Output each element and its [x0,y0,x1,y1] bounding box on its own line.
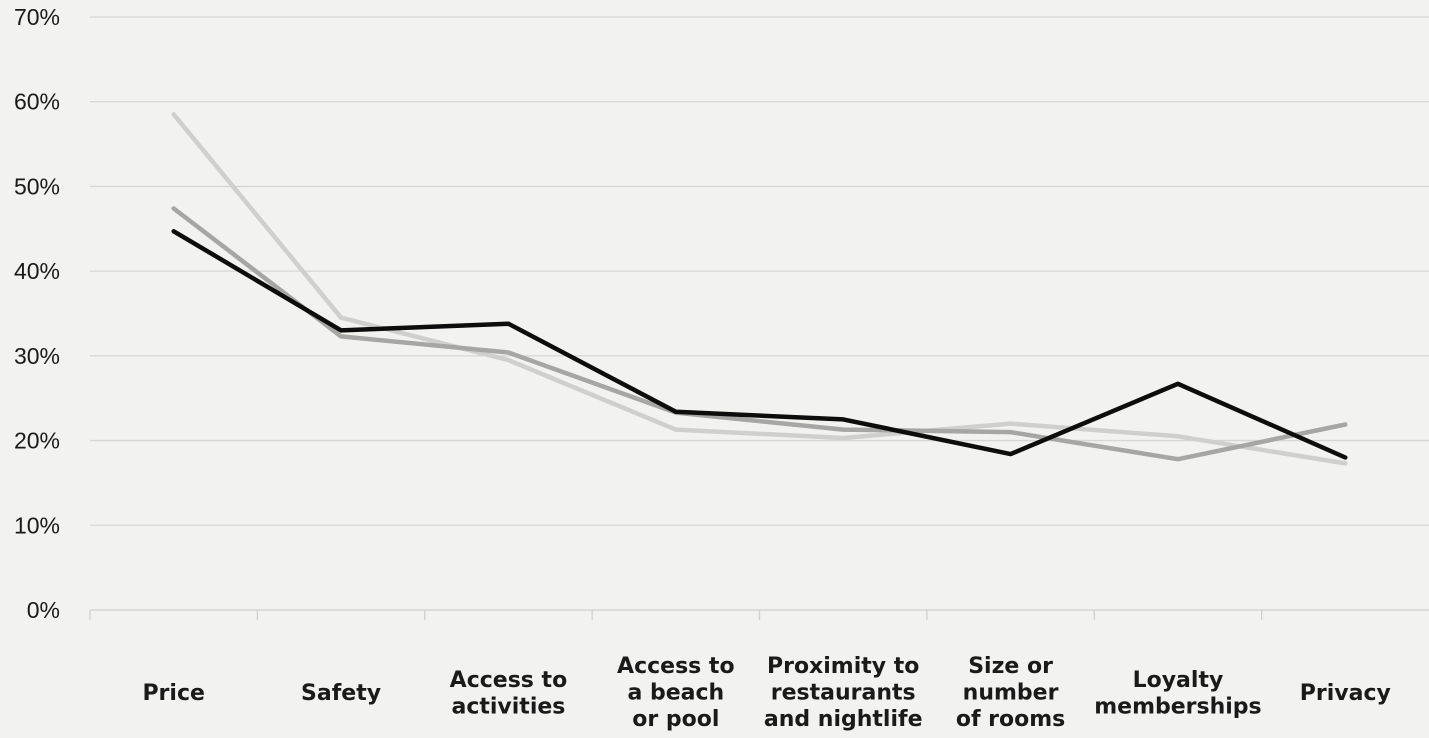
x-tick-label: Proximity to restaurants and nightlife [764,654,923,732]
series-line-1 [171,112,1348,466]
gridlines [90,16,1429,526]
x-tick-label: Access to activities [450,668,568,720]
x-tick-label: Access to a beach or pool [617,654,735,732]
y-axis-tick-labels: 0% 10% 20% 30% 40% 50% 60% 70% [14,4,60,623]
x-axis-tick-labels: Price Safety Access to activities Access to a… [142,654,1390,732]
y-tick-label: 10% [14,512,60,538]
y-tick-label: 50% [14,173,60,199]
x-axis [89,609,1429,620]
y-tick-label: 70% [14,4,60,30]
y-tick-label: 20% [14,428,60,454]
x-tick-label: Privacy [1300,681,1391,706]
x-tick-label: Loyalty memberships [1094,668,1261,720]
series-lines [171,112,1348,466]
x-tick-label: Price [142,681,204,706]
y-tick-label: 60% [14,89,60,115]
y-tick-label: 0% [27,597,60,623]
x-tick-label: Size or number of rooms [956,654,1065,732]
y-tick-label: 40% [14,258,60,284]
x-tick-label: Safety [301,681,381,706]
series-line-3 [171,229,1348,460]
y-tick-label: 30% [14,343,60,369]
series-line-2 [171,206,1348,462]
